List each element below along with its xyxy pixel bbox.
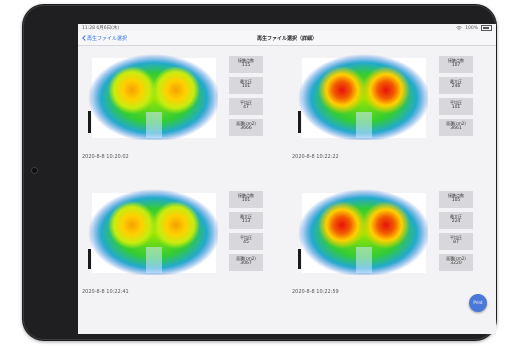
pressure-scale-bar [88,249,91,269]
stat-label: 面積(cm2) [446,256,466,261]
stat-value: 224 [451,219,461,224]
stat-box-avg: 平均圧 45 [229,233,263,250]
stat-box-avg: 平均圧 101 [439,98,473,115]
stat-box-max: 最大圧 224 [439,212,473,229]
battery-icon [481,25,492,31]
stat-value: 3666 [240,126,252,131]
stat-box-area: 面積(cm2) 3661 [439,119,473,136]
stats-column: 接触点数 101 最大圧 113 平均圧 45 面積(cm2) 3067 [229,191,267,275]
stat-box-max: 最大圧 246 [439,77,473,94]
measurement-card[interactable]: 接触点数 107 最大圧 246 平均圧 101 面積(cm2) 3661 2020-8-8 … [288,54,493,184]
stat-value: 105 [451,198,461,203]
heatmap-hotspot-right [152,66,200,114]
stat-box-contact: 接触点数 101 [229,191,263,208]
stat-box-max: 最大圧 113 [229,212,263,229]
stats-column: 接触点数 115 最大圧 101 平均圧 47 面積(cm2) 3666 [229,56,267,140]
stat-label: 接触点数 [238,58,254,63]
heatmap-hotspot-right [362,66,410,114]
app-screen: 11:28 6月6日(木) 100% 再生ファイル選択 再生ファイル選択（詳細） [78,24,496,334]
stat-value: 47 [243,105,249,110]
heatmap-hotspot-left [318,201,366,249]
print-button[interactable]: Print [469,294,487,312]
stat-box-contact: 接触点数 105 [439,191,473,208]
status-time: 11:28 6月6日(木) [82,26,120,31]
stat-value: 87 [453,240,459,245]
measurement-timestamp: 2020-8-8 10:22:59 [292,289,339,295]
pressure-heatmap [88,189,218,275]
tablet-frame: 11:28 6月6日(木) 100% 再生ファイル選択 再生ファイル選択（詳細） [22,4,497,341]
stat-value: 101 [241,84,251,89]
heatmap-gap [146,112,162,138]
stat-value: 3067 [240,261,252,266]
heatmap-hotspot-left [108,201,156,249]
navigation-bar: 再生ファイル選択 再生ファイル選択（詳細） [78,31,496,46]
measurement-card[interactable]: 接触点数 105 最大圧 224 平均圧 87 面積(cm2) 3220 2020-8-8 1… [288,189,493,319]
measurement-card[interactable]: 接触点数 101 最大圧 113 平均圧 45 面積(cm2) 3067 2020-8-8 1… [78,189,283,319]
stat-box-area: 面積(cm2) 3220 [439,254,473,271]
stat-box-max: 最大圧 101 [229,77,263,94]
stat-label: 最大圧 [240,79,252,84]
pressure-heatmap [298,189,428,275]
stat-value: 101 [241,198,251,203]
stat-value: 115 [241,63,251,68]
stat-box-avg: 平均圧 87 [439,233,473,250]
battery-percent: 100% [465,25,478,31]
stat-value: 246 [451,84,461,89]
stat-box-contact: 接触点数 115 [229,56,263,73]
status-bar: 11:28 6月6日(木) 100% [78,24,496,31]
stat-value: 45 [243,240,249,245]
status-indicators: 100% [456,25,492,31]
pressure-heatmap [88,54,218,140]
stat-box-avg: 平均圧 47 [229,98,263,115]
stat-value: 113 [241,219,251,224]
stat-label: 最大圧 [450,214,462,219]
back-button-label: 再生ファイル選択 [87,35,128,42]
stat-label: 接触点数 [238,193,254,198]
stat-label: 最大圧 [450,79,462,84]
heatmap-gap [146,247,162,273]
measurement-timestamp: 2020-8-8 10:22:41 [82,289,129,295]
stat-label: 面積(cm2) [236,256,256,261]
heatmap-hotspot-left [318,66,366,114]
pressure-scale-bar [88,111,91,133]
stat-label: 平均圧 [450,235,462,240]
stat-box-contact: 接触点数 107 [439,56,473,73]
pressure-scale-bar [298,249,301,269]
chevron-left-icon [82,35,86,41]
camera-icon [31,167,38,174]
stat-value: 3661 [450,126,462,131]
stat-label: 平均圧 [240,100,252,105]
heatmap-hotspot-right [152,201,200,249]
stat-box-area: 面積(cm2) 3666 [229,119,263,136]
heatmap-hotspot-left [108,66,156,114]
heatmap-hotspot-right [362,201,410,249]
heatmap-gap [356,247,372,273]
stat-label: 最大圧 [240,214,252,219]
heatmap-gap [356,112,372,138]
stat-label: 面積(cm2) [446,121,466,126]
pressure-scale-bar [298,111,301,133]
stat-label: 平均圧 [450,100,462,105]
back-button[interactable]: 再生ファイル選択 [82,33,127,43]
stats-column: 接触点数 105 最大圧 224 平均圧 87 面積(cm2) 3220 [439,191,477,275]
measurement-timestamp: 2020-8-8 10:20:02 [82,154,129,160]
wifi-icon [456,26,462,30]
page-title: 再生ファイル選択（詳細） [256,36,317,42]
pressure-heatmap [298,54,428,140]
stat-value: 3220 [450,261,462,266]
stat-value: 107 [451,63,461,68]
stat-label: 平均圧 [240,235,252,240]
measurement-card[interactable]: 接触点数 115 最大圧 101 平均圧 47 面積(cm2) 3666 2020-8-8 1… [78,54,283,184]
measurement-timestamp: 2020-8-8 10:22:22 [292,154,339,160]
stat-value: 101 [451,105,461,110]
stat-box-area: 面積(cm2) 3067 [229,254,263,271]
stats-column: 接触点数 107 最大圧 246 平均圧 101 面積(cm2) 3661 [439,56,477,140]
stat-label: 接触点数 [448,58,464,63]
stat-label: 接触点数 [448,193,464,198]
stat-label: 面積(cm2) [236,121,256,126]
